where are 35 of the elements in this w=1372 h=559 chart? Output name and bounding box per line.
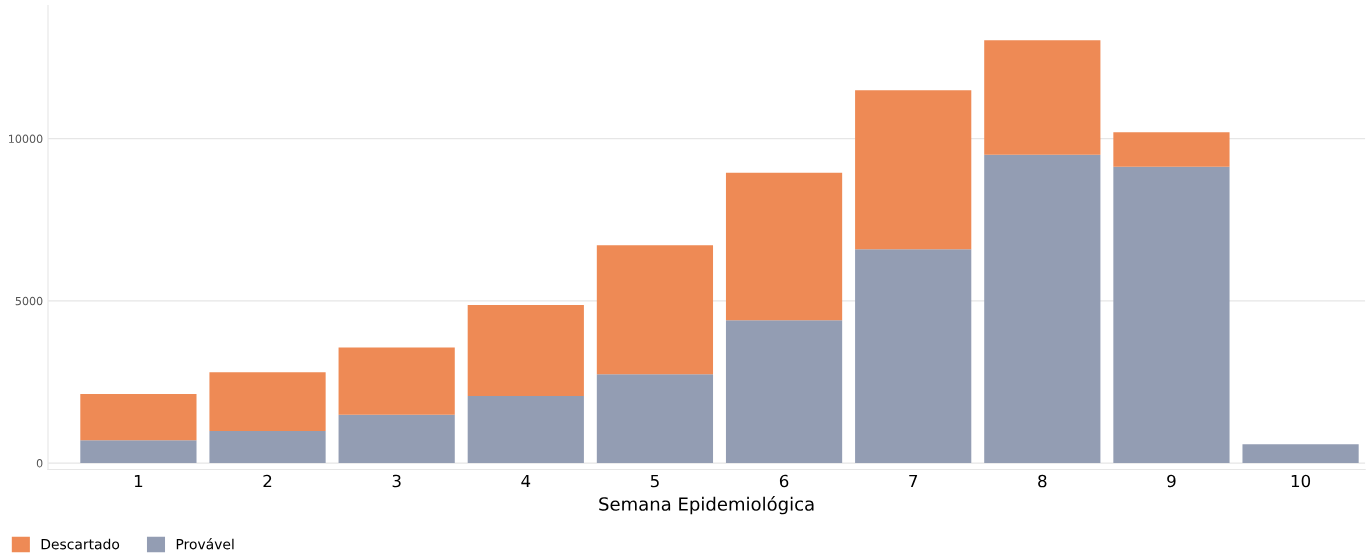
bar: [855, 249, 972, 464]
y-tick-label: 0: [36, 459, 43, 468]
x-tick-label: 7: [909, 474, 918, 488]
bar: [467, 395, 584, 464]
y-tick-label: 5000: [15, 296, 43, 306]
legend-label: Descartado: [41, 538, 120, 550]
bar: [1242, 444, 1359, 464]
bar: [209, 372, 326, 431]
bar: [209, 430, 326, 464]
bar: [1113, 132, 1230, 167]
bar: [984, 154, 1101, 464]
bar: [338, 347, 455, 415]
bar: [80, 440, 197, 464]
bar: [725, 172, 843, 321]
bar: [596, 374, 714, 464]
bar: [596, 245, 714, 375]
bar: [80, 393, 197, 441]
x-tick-label: 2: [263, 474, 272, 488]
bar: [467, 305, 584, 396]
x-tick-label: 4: [521, 474, 531, 488]
x-tick-label: 3: [392, 474, 401, 488]
bar: [855, 90, 972, 250]
legend-label: Provável: [176, 538, 234, 550]
bar: [338, 414, 455, 464]
x-tick-label: 10: [1291, 474, 1311, 488]
bar: [984, 40, 1101, 155]
x-tick-label: 1: [134, 474, 143, 488]
x-tick-label: 5: [650, 474, 659, 488]
x-axis-title: Semana Epidemiológica: [599, 496, 814, 515]
bar: [1113, 166, 1230, 464]
x-tick-label: 8: [1038, 474, 1047, 488]
y-tick-label: 10000: [9, 134, 43, 143]
x-tick-label: 6: [779, 474, 789, 488]
bar: [725, 320, 843, 464]
x-tick-label: 9: [1167, 474, 1176, 488]
